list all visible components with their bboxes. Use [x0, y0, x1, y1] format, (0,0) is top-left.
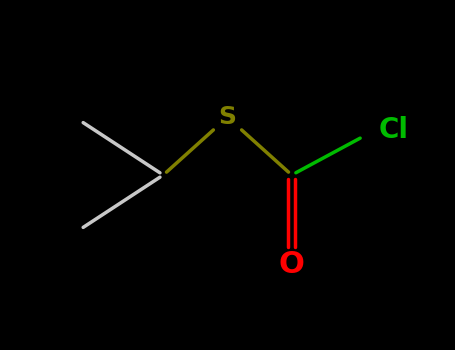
Text: O: O: [279, 250, 305, 279]
Text: S: S: [218, 105, 237, 129]
Text: Cl: Cl: [379, 116, 409, 144]
